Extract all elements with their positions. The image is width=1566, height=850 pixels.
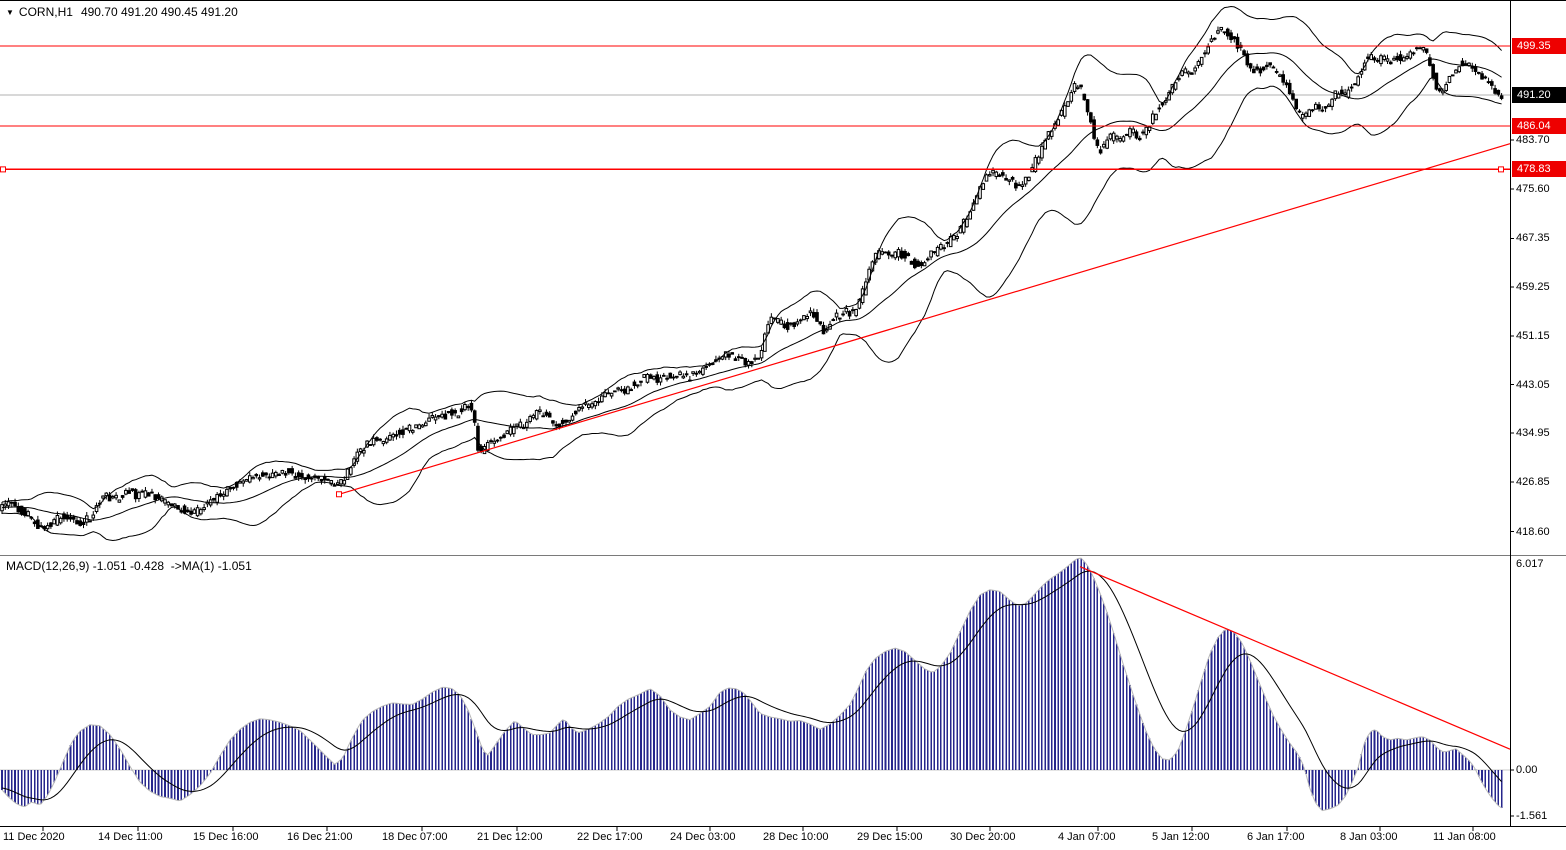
frame-lines — [0, 0, 1566, 827]
time-axis-label[interactable]: 16 Dec 21:00 — [287, 831, 353, 843]
triangle-down-icon[interactable]: ▼ — [6, 8, 14, 17]
ohlc-values: 490.70 491.20 490.45 491.20 — [80, 5, 238, 19]
current-price-badge: 491.20 — [1512, 87, 1566, 103]
time-axis-label[interactable]: 18 Dec 07:00 — [382, 831, 448, 843]
bollinger-middle-line — [1, 52, 1502, 521]
macd-signal-line — [1, 570, 1502, 801]
time-axis-label[interactable]: 8 Jan 03:00 — [1340, 831, 1398, 843]
time-axis-label[interactable]: 30 Dec 20:00 — [950, 831, 1016, 843]
level-price-badge: 499.35 — [1512, 37, 1566, 54]
macd-histogram — [1, 557, 1503, 812]
price-axis-label: 467.35 — [1516, 232, 1550, 245]
symbol-period-label: CORN,H1 — [18, 5, 73, 19]
bollinger-lower-line — [1, 76, 1502, 542]
macd-axis-label: -1.561 — [1516, 810, 1548, 822]
bollinger-upper-line — [1, 6, 1502, 510]
macd-axis-label: 0.00 — [1516, 764, 1538, 776]
macd-axis-label: 6.017 — [1516, 558, 1544, 570]
level-price-badge: 478.83 — [1512, 161, 1566, 178]
price-axis-label: 434.95 — [1516, 427, 1550, 440]
price-axis-label: 459.25 — [1516, 281, 1550, 294]
time-axis-label[interactable]: 22 Dec 17:00 — [577, 831, 643, 843]
price-axis-label: 483.70 — [1516, 134, 1550, 147]
price-axis-label: 475.60 — [1516, 182, 1550, 195]
level-price-badge: 486.04 — [1512, 118, 1566, 135]
price-axis-label: 426.85 — [1516, 475, 1550, 488]
bollinger-bands — [1, 6, 1502, 542]
time-axis-label[interactable]: 28 Dec 10:00 — [763, 831, 829, 843]
candlestick-layer — [0, 26, 1504, 532]
time-axis-label[interactable]: 24 Dec 03:00 — [670, 831, 736, 843]
macd-envelope-line — [1, 557, 1502, 812]
horizontal-level-lines[interactable] — [0, 45, 1510, 171]
time-axis-label[interactable]: 15 Dec 16:00 — [193, 831, 259, 843]
chart-title: ▼ CORN,H1 490.70 491.20 490.45 491.20 — [6, 5, 238, 19]
price-axis-label: 418.60 — [1516, 525, 1550, 538]
time-axis-label[interactable]: 4 Jan 07:00 — [1058, 831, 1116, 843]
time-axis-label[interactable]: 29 Dec 15:00 — [857, 831, 923, 843]
macd-trendline[interactable] — [1079, 566, 1511, 750]
time-axis-label[interactable]: 21 Dec 12:00 — [477, 831, 543, 843]
time-axis-label[interactable]: 11 Dec 2020 — [3, 831, 65, 843]
macd-indicator-label: MACD(12,26,9) -1.051 -0.428 ->MA(1) -1.0… — [6, 559, 252, 573]
price-axis-label: 451.15 — [1516, 329, 1550, 342]
axis-ticks — [42, 139, 1514, 831]
trendline-handles[interactable] — [0, 166, 1504, 498]
time-axis-label[interactable]: 11 Jan 08:00 — [1433, 831, 1496, 843]
price-axis-label: 443.05 — [1516, 378, 1550, 391]
time-axis-label[interactable]: 5 Jan 12:00 — [1152, 831, 1210, 843]
time-axis-label[interactable]: 14 Dec 11:00 — [98, 831, 163, 843]
time-axis-label[interactable]: 6 Jan 17:00 — [1247, 831, 1305, 843]
support-trendline[interactable] — [338, 143, 1511, 495]
